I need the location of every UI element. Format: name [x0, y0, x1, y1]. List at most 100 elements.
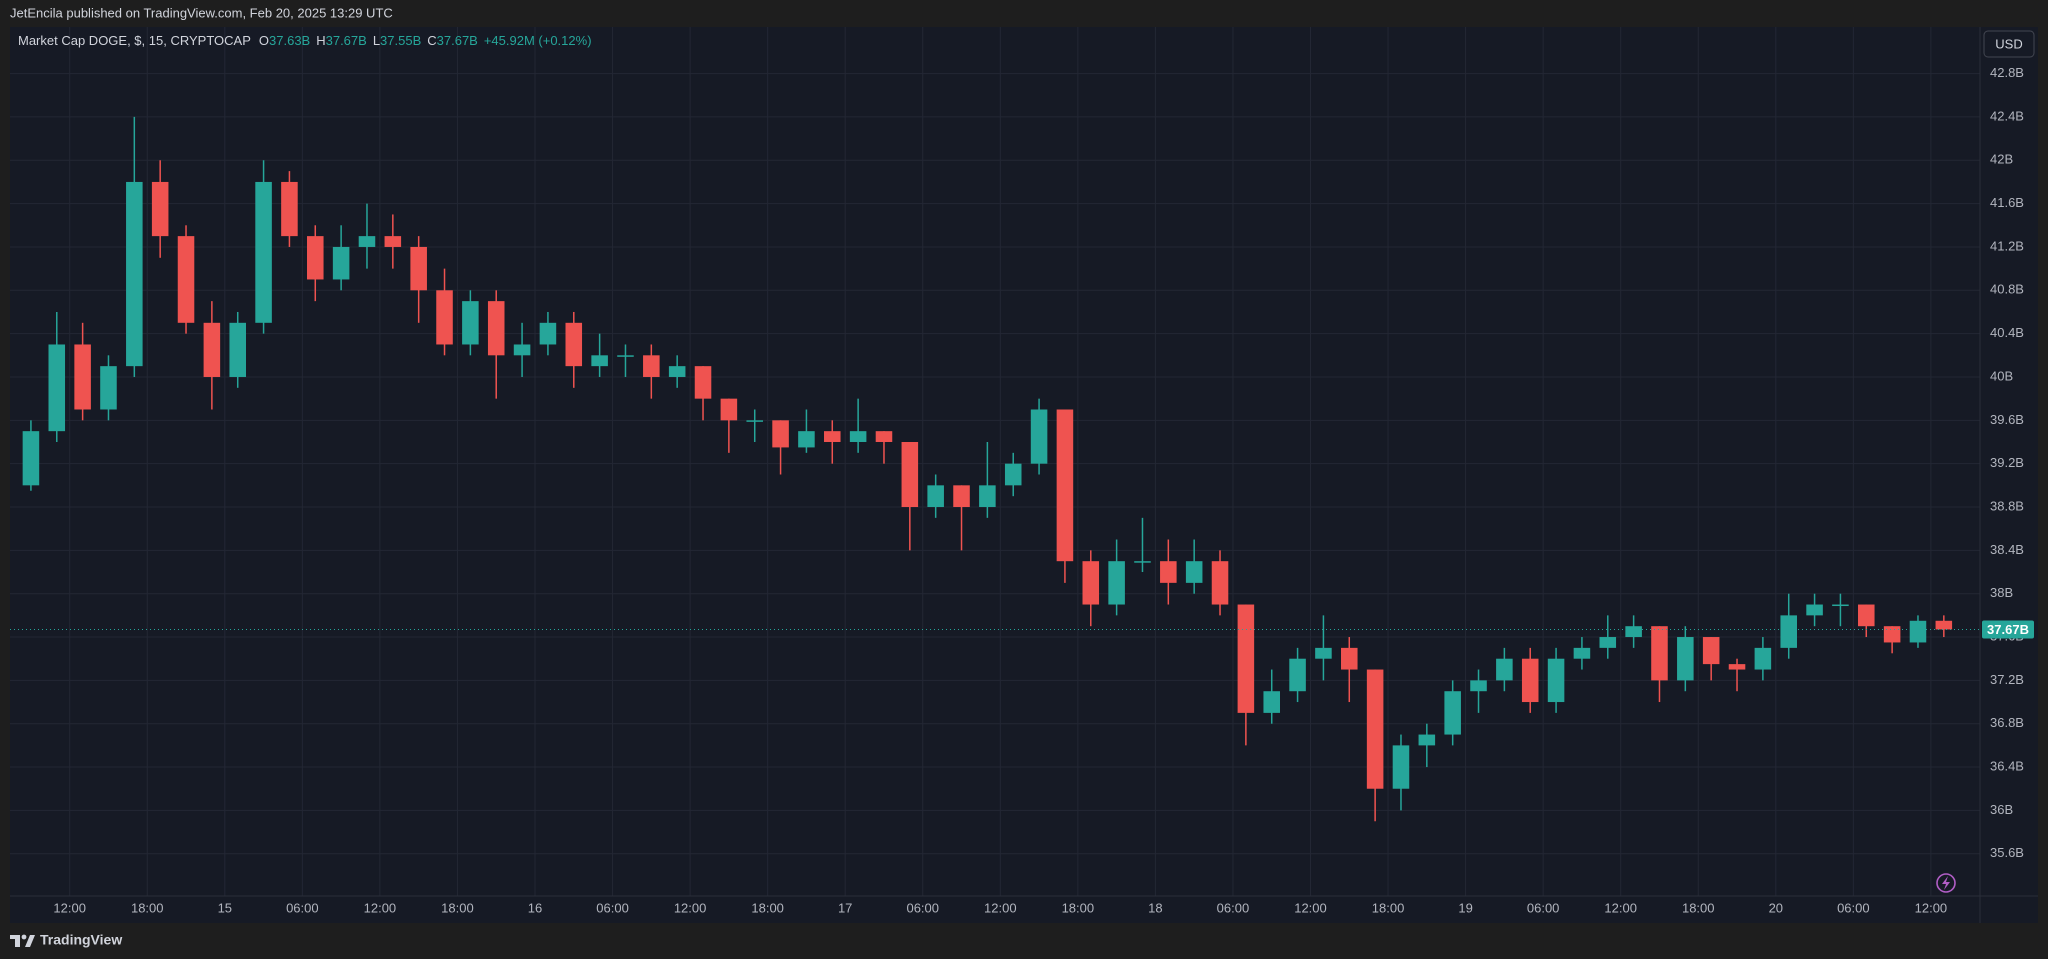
y-tick-label: 42.4B [1990, 108, 2024, 123]
x-tick-label: 12:00 [1604, 900, 1637, 915]
x-tick-label: 18:00 [751, 900, 784, 915]
candle-body [255, 181, 272, 323]
x-tick-label: 19 [1458, 900, 1472, 915]
y-tick-label: 38.4B [1990, 542, 2024, 557]
candle-body [1108, 561, 1125, 605]
candle-body [1185, 561, 1203, 583]
logo-mark [25, 935, 35, 947]
brand: TradingView [40, 932, 122, 948]
x-tick-label: 06:00 [596, 900, 629, 915]
candle-body [358, 236, 376, 247]
y-tick-label: 39.6B [1990, 412, 2024, 427]
x-tick-label: 15 [218, 900, 232, 915]
candle-body [1651, 626, 1668, 681]
candle-body [1237, 604, 1255, 713]
y-tick-label: 39.2B [1990, 455, 2024, 470]
candle-body [720, 398, 738, 421]
legend-key: H [316, 33, 325, 48]
candle-body [1392, 745, 1410, 789]
candle-body [1056, 409, 1074, 562]
currency-label[interactable]: USD [1995, 36, 2022, 51]
y-tick-label: 38.8B [1990, 498, 2024, 513]
candle-body [1004, 463, 1022, 486]
candle-body [1496, 658, 1513, 681]
x-tick-label: 12:00 [1915, 900, 1948, 915]
candle-body [177, 236, 195, 323]
candle-body [203, 322, 221, 377]
y-tick-label: 38B [1990, 585, 2013, 600]
candle-body [1030, 409, 1048, 464]
candle-body [539, 322, 557, 345]
y-tick-label: 35.6B [1990, 845, 2024, 860]
candle-body [694, 366, 712, 399]
candle-body [1858, 604, 1875, 627]
candle-body [1289, 658, 1306, 692]
candle-body [1134, 561, 1151, 563]
candle-body [1935, 620, 1953, 630]
candle-body [1521, 658, 1539, 703]
candle-body [617, 355, 634, 357]
candle-body [875, 431, 893, 442]
candle-body [100, 366, 117, 410]
x-tick-label: 18:00 [1682, 900, 1715, 915]
legend-key: C [427, 33, 436, 48]
candle-body [1366, 669, 1384, 789]
lightning-icon[interactable] [1936, 873, 1956, 893]
x-tick-label: 18:00 [131, 900, 164, 915]
x-tick-label: 20 [1769, 900, 1783, 915]
candle-body [1211, 561, 1229, 605]
candle-body [1754, 647, 1772, 670]
candle-body [1832, 604, 1849, 607]
legend-key: O [259, 33, 269, 48]
x-tick-label: 12:00 [1294, 900, 1327, 915]
candle-body [1702, 637, 1720, 665]
currency-box[interactable] [1983, 30, 2035, 58]
candle-body [48, 344, 66, 432]
candle-body [953, 485, 970, 508]
candle-body [281, 181, 298, 237]
x-tick-label: 16 [528, 900, 542, 915]
y-tick-label: 36.4B [1990, 758, 2024, 773]
y-tick-label: 37.2B [1990, 672, 2024, 687]
candle-body [1444, 691, 1461, 735]
candle-body [927, 485, 944, 508]
x-tick-label: 06:00 [906, 900, 939, 915]
candle-body [591, 355, 608, 367]
candle-body [384, 236, 402, 247]
y-tick-label: 40.4B [1990, 325, 2024, 340]
publisher-line: JetEncila published on TradingView.com, … [10, 5, 393, 20]
y-tick-label: 40B [1990, 368, 2013, 383]
y-tick-label: 41.6B [1990, 195, 2024, 210]
candle-body [307, 236, 324, 280]
lightning-bolt [1942, 876, 1950, 890]
x-tick-label: 18:00 [1062, 900, 1095, 915]
y-tick-label: 41.2B [1990, 238, 2024, 253]
x-tick-label: 12:00 [984, 900, 1017, 915]
candle-body [849, 431, 867, 442]
logo-mark [10, 935, 20, 947]
y-tick-label: 40.8B [1990, 282, 2024, 297]
x-tick-label: 06:00 [1837, 900, 1870, 915]
y-tick-label: 42B [1990, 152, 2013, 167]
x-tick-label: 17 [838, 900, 852, 915]
ohlc-legend: Market Cap DOGE, $, 15, CRYPTOCAP O37.63B… [18, 33, 592, 48]
candle-body [798, 431, 815, 448]
candle-body [746, 420, 763, 422]
chart-background [10, 27, 2038, 923]
candle-body [229, 322, 246, 377]
legend-key: L [373, 33, 380, 48]
tradingview-logo [10, 934, 35, 947]
candle-body [565, 322, 583, 367]
candle-body [1315, 647, 1332, 659]
x-tick-label: 18:00 [441, 900, 474, 915]
y-tick-label: 36.8B [1990, 715, 2024, 730]
candle-body [668, 366, 686, 377]
y-tick-label: 42.8B [1990, 65, 2024, 80]
candle-body [1883, 626, 1901, 643]
candle-body [1263, 691, 1280, 713]
last-price-box [1982, 620, 2034, 639]
candle-body [979, 485, 996, 508]
y-tick-label: 36B [1990, 802, 2013, 817]
x-tick-label: 18 [1148, 900, 1162, 915]
